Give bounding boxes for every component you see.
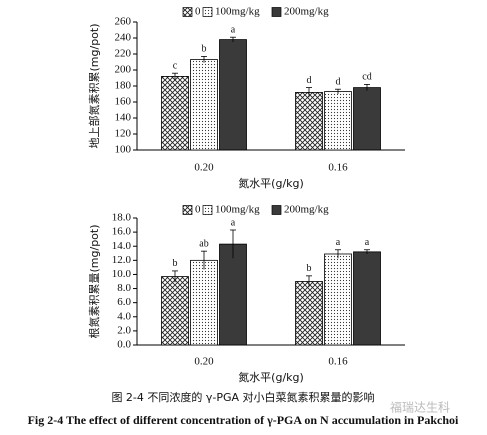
legend-label: 0 [195, 6, 201, 18]
legend-swatch [182, 7, 193, 17]
caption-en: Fig 2-4 The effect of different concentr… [28, 413, 459, 427]
y-tick-label: 240 [115, 32, 132, 44]
y-tick-label: 0.0 [117, 339, 131, 351]
y-tick-label: 6.0 [117, 296, 131, 308]
watermark: 福瑞达生科 [390, 400, 450, 415]
x-tick-label: 0.20 [194, 356, 214, 368]
y-tick-label: 2.0 [117, 324, 131, 336]
significance-letter: a [336, 237, 341, 248]
y-tick-label: 12.0 [112, 254, 132, 266]
y-tick-label: 260 [115, 16, 132, 28]
bar [161, 76, 189, 151]
x-tick-label: 0.20 [194, 162, 214, 174]
bar [353, 87, 381, 151]
bar [295, 281, 323, 346]
legend-swatch [271, 205, 282, 215]
legend-swatch [202, 205, 213, 215]
legend-label: 100mg/kg [215, 204, 260, 216]
y-tick-label: 14.0 [112, 240, 132, 252]
bar [219, 39, 247, 151]
legend-label: 0 [195, 204, 201, 216]
y-tick-label: 8.0 [117, 282, 131, 294]
y-tick-label: 100 [115, 144, 132, 156]
legend-label: 200mg/kg [284, 6, 329, 18]
x-axis-label: 氮水平(g/kg) [238, 370, 304, 384]
y-tick-label: 120 [115, 128, 132, 140]
significance-letter: cd [362, 72, 371, 83]
legend-swatch [182, 205, 193, 215]
significance-letter: a [365, 237, 370, 248]
significance-letter: d [336, 76, 341, 87]
bar [161, 276, 189, 346]
legend-label: 100mg/kg [215, 6, 260, 18]
y-tick-label: 16.0 [112, 226, 132, 238]
significance-letter: b [202, 44, 207, 55]
y-axis-label: 地上部氮素积累(mg/pot) [87, 23, 101, 148]
y-tick-label: 160 [115, 96, 132, 108]
significance-letter: d [307, 75, 312, 86]
significance-letter: b [173, 258, 178, 269]
legend-swatch [202, 7, 213, 17]
bar [295, 92, 323, 151]
bar [190, 59, 218, 151]
y-tick-label: 220 [115, 48, 132, 60]
significance-letter: a [231, 24, 236, 35]
y-axis-label: 根氮素积累量(mg/pot) [87, 224, 101, 338]
bar [353, 251, 381, 346]
legend-label: 200mg/kg [284, 204, 329, 216]
bar [324, 91, 352, 151]
x-tick-label: 0.16 [328, 356, 348, 368]
bar [190, 259, 218, 346]
significance-letter: ab [199, 238, 208, 249]
significance-letter: c [173, 60, 178, 71]
significance-letter: b [307, 263, 312, 274]
y-tick-label: 140 [115, 112, 132, 124]
y-tick-label: 200 [115, 64, 132, 76]
bar [324, 253, 352, 346]
x-axis-label: 氮水平(g/kg) [238, 176, 304, 190]
x-tick-label: 0.16 [328, 162, 348, 174]
bar [219, 243, 247, 346]
significance-letter: a [231, 217, 236, 228]
legend-swatch [271, 7, 282, 17]
caption-zh: 图 2-4 不同浓度的 γ-PGA 对小白菜氮素积累量的影响 [111, 390, 374, 404]
y-tick-label: 4.0 [117, 310, 131, 322]
y-tick-label: 18.0 [112, 212, 132, 224]
y-tick-label: 10.0 [112, 268, 132, 280]
y-tick-label: 180 [115, 80, 132, 92]
